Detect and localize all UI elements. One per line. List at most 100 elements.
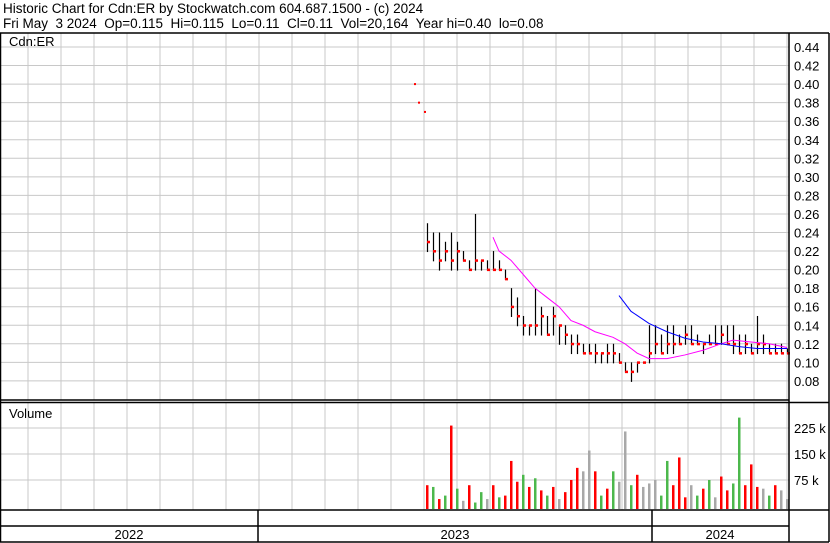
volume-bar (756, 486, 759, 509)
volume-bar (666, 460, 669, 509)
close-tick (517, 314, 520, 318)
close-tick (703, 342, 706, 346)
volume-bar (672, 485, 675, 509)
price-tick-label: 0.44 (794, 40, 819, 55)
volume-bar (546, 495, 549, 509)
close-tick (475, 259, 478, 262)
close-tick (697, 342, 700, 346)
close-tick (637, 361, 640, 364)
close-tick (721, 333, 724, 337)
volume-tick-label: 75 k (794, 473, 819, 488)
volume-bar (444, 495, 447, 509)
close-tick (595, 352, 598, 355)
volume-bar (714, 497, 717, 509)
close-tick (709, 342, 712, 346)
close-tick (727, 342, 730, 346)
volume-label: Volume (9, 406, 52, 421)
price-tick-label: 0.08 (794, 374, 819, 389)
close-tick (751, 352, 754, 355)
volume-bar (738, 417, 741, 509)
volume-bar (432, 486, 435, 509)
volume-bar (762, 488, 765, 509)
moving-average-short (492, 236, 788, 360)
volume-bar (456, 488, 459, 509)
volume-bar (558, 499, 561, 509)
volume-bar (576, 467, 579, 509)
close-tick (649, 352, 652, 355)
close-tick (487, 268, 490, 272)
close-tick (715, 342, 718, 346)
close-tick (583, 352, 586, 355)
close-tick (631, 370, 634, 374)
close-tick (781, 352, 784, 355)
close-tick (451, 259, 454, 262)
close-tick (757, 342, 760, 346)
volume-bar (594, 471, 597, 509)
volume-bar (516, 481, 519, 509)
price-tick-label: 0.14 (794, 318, 819, 333)
volume-bar (588, 450, 591, 509)
price-tick-label: 0.22 (794, 244, 819, 259)
volume-bar (522, 474, 525, 509)
volume-bar (708, 480, 711, 509)
chart-title: Historic Chart for Cdn:ER by Stockwatch.… (3, 1, 424, 16)
volume-bar (570, 480, 573, 509)
price-tick-label: 0.18 (794, 281, 819, 296)
close-tick (577, 342, 580, 346)
price-tick-label: 0.24 (794, 226, 819, 241)
close-tick (511, 305, 514, 309)
volume-bar (486, 499, 489, 509)
close-tick (673, 342, 676, 346)
price-tick-label: 0.34 (794, 133, 819, 148)
volume-bar (552, 486, 555, 509)
volume-bar (642, 486, 645, 509)
close-tick (565, 333, 568, 337)
year-label: 2022 (115, 527, 144, 542)
volume-bar (498, 497, 501, 509)
close-tick (679, 342, 682, 346)
close-tick (493, 268, 496, 272)
price-tick-label: 0.12 (794, 337, 819, 352)
close-tick (607, 352, 610, 355)
price-tick-label: 0.38 (794, 96, 819, 111)
close-tick (553, 314, 556, 318)
close-tick (523, 324, 526, 327)
close-tick (745, 342, 748, 346)
close-tick (463, 259, 466, 262)
volume-bar (750, 464, 753, 509)
volume-bar (600, 495, 603, 509)
price-tick-label: 0.26 (794, 207, 819, 222)
close-tick (418, 101, 420, 104)
close-tick (769, 352, 772, 355)
volume-bar (528, 486, 531, 509)
close-tick (775, 352, 778, 355)
volume-bar (636, 474, 639, 509)
close-tick (445, 250, 448, 253)
volume-bar (462, 500, 465, 509)
volume-bar (474, 502, 477, 509)
close-tick (739, 352, 742, 355)
year-label: 2023 (441, 527, 470, 542)
volume-bar (696, 495, 699, 509)
volume-bar (534, 478, 537, 509)
volume-bar (768, 495, 771, 509)
volume-bar (732, 483, 735, 509)
volume-tick-label: 225 k (794, 421, 826, 436)
close-tick (414, 83, 416, 86)
price-tick-label: 0.30 (794, 170, 819, 185)
price-tick-label: 0.10 (794, 355, 819, 370)
volume-bar (612, 471, 615, 509)
close-tick (529, 324, 532, 327)
close-tick (733, 342, 736, 346)
close-tick (469, 268, 472, 272)
volume-bar (582, 471, 585, 509)
close-tick (427, 240, 430, 244)
moving-average-long (618, 295, 787, 349)
close-tick (667, 342, 670, 346)
volume-bar (780, 490, 783, 509)
close-tick (439, 259, 442, 262)
close-tick (547, 333, 550, 337)
price-tick-label: 0.40 (794, 77, 819, 92)
volume-bar (624, 431, 627, 509)
